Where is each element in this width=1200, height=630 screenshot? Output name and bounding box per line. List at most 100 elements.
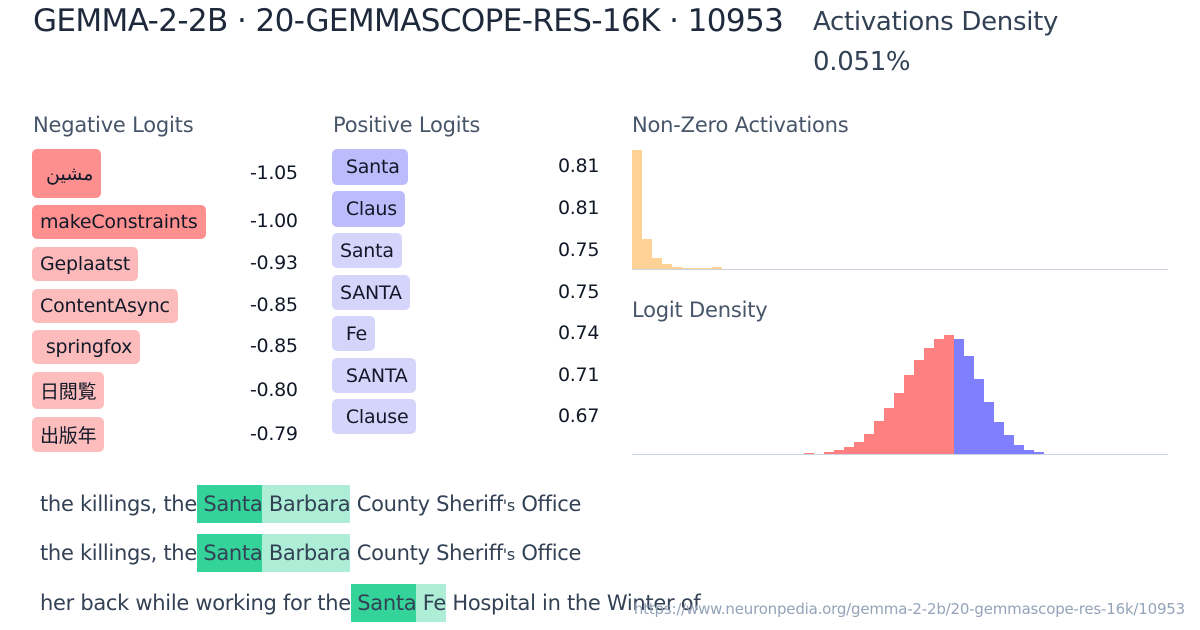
histogram-bar bbox=[712, 267, 722, 269]
histogram-bar bbox=[994, 422, 1004, 454]
logit-row: Santa 0.81 bbox=[332, 149, 602, 185]
histogram-bar bbox=[844, 447, 854, 454]
histogram-bar bbox=[804, 453, 814, 454]
token-text: 's bbox=[502, 496, 515, 515]
logit-row: Geplaatst -0.93 bbox=[32, 247, 302, 283]
activations-density-value: 0.051% bbox=[813, 47, 911, 77]
histogram-bar bbox=[904, 375, 914, 454]
histogram-bar bbox=[924, 348, 934, 454]
histogram-bar bbox=[1004, 435, 1014, 454]
logit-value: -0.93 bbox=[250, 252, 298, 274]
positive-logits-title: Positive Logits bbox=[333, 113, 481, 137]
histogram-bar bbox=[964, 356, 974, 454]
logit-value: 0.74 bbox=[558, 321, 600, 344]
token-chip[interactable]: SANTA bbox=[332, 275, 410, 310]
histogram-bar bbox=[692, 268, 702, 269]
histogram-bar bbox=[914, 360, 924, 454]
chart-baseline bbox=[632, 454, 1168, 455]
histogram-bar bbox=[702, 268, 712, 269]
logit-row: مشين -1.05 bbox=[32, 149, 302, 198]
token-text: the killings, the bbox=[40, 541, 197, 565]
token-chip[interactable]: Santa bbox=[332, 233, 402, 268]
positive-logits-list: Santa 0.81 Claus 0.81 Santa 0.75 SANTA 0.75 Fe… bbox=[332, 149, 602, 439]
logit-row: springfox -0.85 bbox=[32, 330, 302, 366]
histogram-bar bbox=[824, 452, 834, 454]
logit-row: SANTA 0.71 bbox=[332, 358, 602, 394]
logit-value: 0.75 bbox=[558, 238, 600, 261]
non-zero-activations-title: Non-Zero Activations bbox=[632, 113, 849, 137]
token-chip[interactable]: Fe bbox=[332, 316, 376, 351]
token-chip[interactable]: Santa bbox=[332, 149, 408, 185]
histogram-bar bbox=[652, 258, 662, 269]
token-text: her back while working for the bbox=[40, 591, 351, 615]
logit-value: 0.81 bbox=[558, 197, 600, 219]
logit-value: 0.67 bbox=[558, 404, 600, 427]
logit-value: -1.05 bbox=[250, 161, 298, 184]
logit-row: 日閲覧 -0.80 bbox=[32, 372, 302, 409]
histogram-bar bbox=[874, 421, 884, 454]
negative-logits-list: مشين -1.05 makeConstraints -1.00 Geplaatst -0… bbox=[32, 149, 302, 454]
logit-row: 出版年 -0.79 bbox=[32, 417, 302, 453]
logit-row: Santa 0.75 bbox=[332, 233, 602, 269]
token-text: the killings, the bbox=[40, 492, 197, 516]
highlighted-token-light: Fe bbox=[416, 584, 446, 622]
histogram-bar bbox=[954, 339, 964, 454]
histogram-bar bbox=[894, 393, 904, 454]
activations-density: Activations Density 0.051% bbox=[813, 2, 1058, 82]
logit-row: Fe 0.74 bbox=[332, 316, 602, 352]
highlighted-token-strong: Santa bbox=[350, 584, 417, 622]
histogram-bar bbox=[974, 379, 984, 454]
histogram-bar bbox=[834, 450, 844, 454]
token-text: Hospital in the Winter of bbox=[446, 591, 701, 615]
logit-value: -0.85 bbox=[250, 335, 298, 357]
token-chip[interactable]: ContentAsync bbox=[32, 289, 178, 323]
histogram-bar bbox=[864, 434, 874, 454]
highlighted-token-strong: Santa bbox=[196, 534, 263, 572]
activations-density-label: Activations Density bbox=[813, 7, 1059, 37]
histogram-bar bbox=[1034, 452, 1044, 454]
token-text: County Sheriff bbox=[350, 541, 503, 565]
token-chip[interactable]: Clause bbox=[332, 399, 417, 434]
histogram-bar bbox=[642, 239, 652, 269]
activation-example-3[interactable]: her back while working for the Santa Fe … bbox=[40, 584, 701, 622]
token-text: County Sheriff bbox=[350, 492, 503, 516]
logit-value: -0.85 bbox=[250, 294, 298, 316]
logit-row: Clause 0.67 bbox=[332, 399, 602, 435]
chart-baseline bbox=[632, 269, 1168, 270]
logit-value: 0.71 bbox=[558, 363, 600, 386]
token-text: Office bbox=[514, 492, 582, 516]
histogram-bar bbox=[884, 408, 894, 454]
logit-density-title: Logit Density bbox=[632, 298, 768, 322]
logit-row: ContentAsync -0.85 bbox=[32, 289, 302, 325]
highlighted-token-light: Barbara bbox=[262, 534, 351, 572]
token-text: Office bbox=[514, 541, 582, 565]
token-chip[interactable]: makeConstraints bbox=[32, 205, 206, 239]
activation-example-1[interactable]: the killings, the Santa Barbara County S… bbox=[40, 485, 581, 525]
logit-row: makeConstraints -1.00 bbox=[32, 205, 302, 241]
negative-logits-title: Negative Logits bbox=[33, 113, 194, 137]
feature-title: GEMMA-2-2B · 20-GEMMASCOPE-RES-16K · 109… bbox=[33, 3, 784, 39]
histogram-bar bbox=[934, 339, 944, 454]
logit-value: 0.81 bbox=[558, 155, 600, 177]
logit-row: Claus 0.81 bbox=[332, 191, 602, 227]
token-chip[interactable]: SANTA bbox=[332, 358, 416, 393]
logit-density-histogram bbox=[632, 333, 1168, 455]
token-chip[interactable]: Geplaatst bbox=[32, 247, 139, 281]
token-chip[interactable]: مشين bbox=[32, 149, 102, 198]
histogram-bar bbox=[1024, 450, 1034, 454]
logit-value: -0.79 bbox=[250, 422, 298, 445]
token-chip[interactable]: 出版年 bbox=[32, 417, 105, 452]
non-zero-activations-histogram bbox=[632, 148, 1168, 270]
logit-value: -0.80 bbox=[250, 378, 298, 401]
token-chip[interactable]: Claus bbox=[332, 191, 405, 227]
token-chip[interactable]: springfox bbox=[32, 330, 141, 364]
histogram-bar bbox=[632, 150, 642, 269]
logit-row: SANTA 0.75 bbox=[332, 275, 602, 311]
highlighted-token-strong: Santa bbox=[196, 485, 263, 523]
token-chip[interactable]: 日閲覧 bbox=[32, 372, 105, 409]
activation-example-2[interactable]: the killings, the Santa Barbara County S… bbox=[40, 534, 581, 574]
highlighted-token-light: Barbara bbox=[262, 485, 351, 523]
histogram-bar bbox=[854, 442, 864, 454]
histogram-bar bbox=[672, 267, 682, 269]
neuronpedia-url-link[interactable]: https://www.neuronpedia.org/gemma-2-2b/2… bbox=[633, 600, 1185, 618]
